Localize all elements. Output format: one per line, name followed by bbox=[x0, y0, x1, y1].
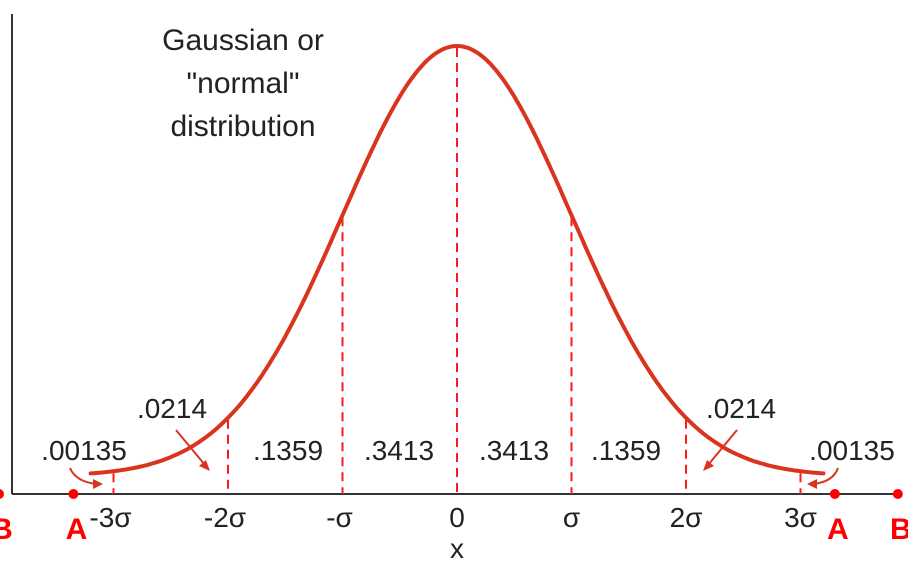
x-tick-label: σ bbox=[563, 502, 580, 533]
point-marker-label: B bbox=[890, 513, 908, 546]
area-label: .1359 bbox=[591, 435, 661, 466]
arrowhead bbox=[199, 460, 210, 471]
area-label: .3413 bbox=[479, 435, 549, 466]
area-label-arrows bbox=[69, 429, 839, 489]
area-label: .3413 bbox=[364, 435, 434, 466]
x-tick-label: 3σ bbox=[784, 502, 817, 533]
axes bbox=[11, 14, 898, 495]
area-label: .00135 bbox=[41, 435, 127, 466]
point-marker-dot bbox=[68, 489, 79, 499]
arrow-0214-right bbox=[707, 429, 738, 466]
point-marker-label: A bbox=[827, 513, 849, 546]
point-marker-label: B bbox=[0, 513, 13, 546]
point-marker-label: A bbox=[66, 513, 88, 546]
area-label: .1359 bbox=[253, 435, 323, 466]
sigma-dividers bbox=[112, 48, 802, 494]
arrowhead bbox=[93, 479, 103, 489]
x-tick-label: 2σ bbox=[670, 502, 703, 533]
arrow-0214-left bbox=[175, 429, 206, 466]
x-axis-label: x bbox=[450, 533, 464, 564]
area-labels: .00135 .0214 .1359 .3413 .3413 .1359 .02… bbox=[41, 393, 895, 466]
point-marker-dot bbox=[829, 489, 840, 499]
x-tick-label: 0 bbox=[449, 502, 465, 533]
title-line: distribution bbox=[170, 110, 315, 143]
point-marker-dot bbox=[892, 489, 903, 499]
title-line: "normal" bbox=[187, 67, 300, 100]
x-tick-labels: -3σ -2σ -σ 0 σ 2σ 3σ bbox=[89, 502, 817, 533]
area-label: .0214 bbox=[137, 393, 207, 424]
arrowhead bbox=[703, 460, 714, 471]
title-line: Gaussian or bbox=[162, 24, 324, 57]
chart-title: Gaussian or "normal" distribution bbox=[162, 24, 324, 143]
point-marker-dot bbox=[0, 489, 4, 499]
arrow-00135-left bbox=[69, 467, 98, 485]
area-label: .00135 bbox=[809, 435, 895, 466]
x-tick-label: -3σ bbox=[89, 502, 131, 533]
arrowhead bbox=[807, 479, 817, 489]
x-tick-label: -σ bbox=[326, 502, 353, 533]
x-tick-label: -2σ bbox=[204, 502, 246, 533]
gaussian-curve bbox=[88, 44, 826, 476]
area-label: .0214 bbox=[706, 393, 776, 424]
